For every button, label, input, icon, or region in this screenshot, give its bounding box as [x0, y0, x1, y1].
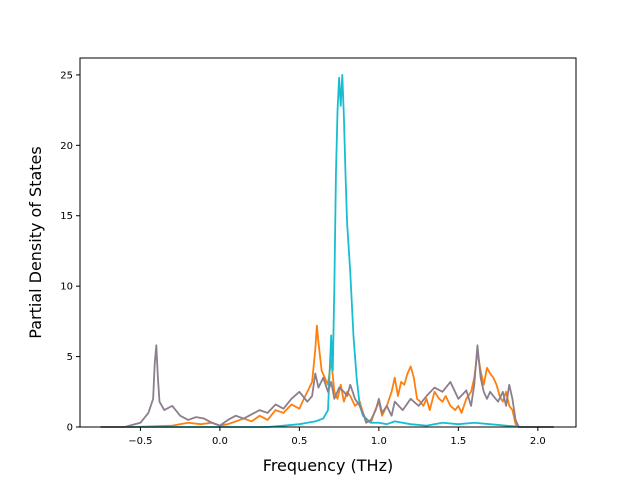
y-axis-ticks: 0 5 10 15 20 25 [60, 70, 80, 434]
y-axis-label: Partial Density of States [26, 146, 45, 338]
y-tick-label: 15 [60, 211, 73, 222]
y-tick-label: 25 [60, 70, 73, 81]
x-axis-label: Frequency (THz) [263, 456, 393, 475]
x-tick-label: 1.5 [450, 436, 466, 447]
plot-area-frame [79, 57, 577, 428]
y-tick-label: 5 [67, 352, 73, 363]
series-layer [100, 74, 554, 428]
y-tick-label: 20 [60, 141, 73, 152]
x-tick-label: 1.0 [371, 436, 387, 447]
x-tick-label: 2.0 [530, 436, 546, 447]
series-line-1 [100, 74, 554, 428]
x-axis-ticks: −0.5 0.0 0.5 1.0 1.5 2.0 [128, 427, 546, 447]
x-tick-label: 0.5 [291, 436, 307, 447]
y-tick-label: 0 [67, 423, 73, 434]
x-tick-label: −0.5 [128, 436, 152, 447]
series-line-2 [100, 344, 554, 428]
y-tick-label: 10 [60, 282, 73, 293]
x-tick-label: 0.0 [212, 436, 228, 447]
